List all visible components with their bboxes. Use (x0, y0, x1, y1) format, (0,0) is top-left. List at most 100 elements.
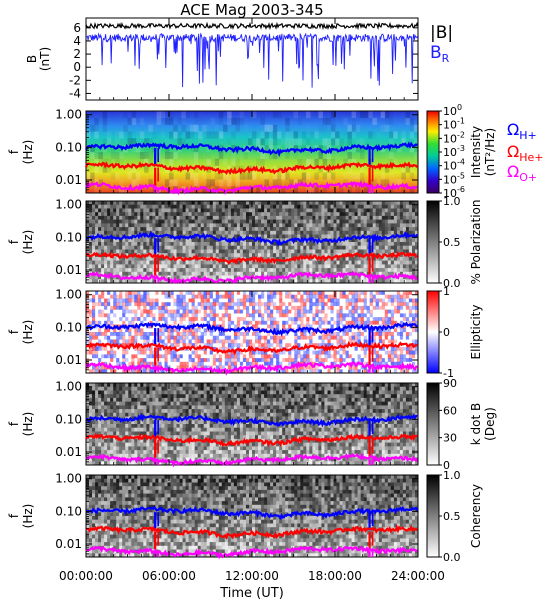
gyro-line (85, 321, 419, 337)
series-br-line (85, 32, 419, 88)
colorbar-tick-label: 0.0 (443, 551, 461, 564)
colorbar-tick-label: -1 (443, 367, 454, 380)
y-axis-label: B (25, 55, 39, 63)
y-axis-label: f (7, 513, 21, 518)
gyro-line (85, 452, 419, 468)
y-tick-label: -2 (69, 73, 81, 87)
panel-polarization (85, 200, 419, 284)
gyro-line (85, 340, 418, 356)
colorbar-label: % Polarization (469, 200, 483, 285)
y-tick-label: 2 (73, 47, 81, 61)
y-tick-label: 0.01 (55, 263, 82, 277)
chart-title: ACE Mag 2003-345 (180, 1, 323, 19)
gyro-line (86, 413, 418, 428)
y-tick-label: 6 (73, 21, 81, 35)
gyro-line (85, 545, 418, 560)
x-axis-label: Time (UT) (219, 586, 284, 600)
y-tick-label: 1.00 (55, 288, 82, 302)
colorbar-label: k dot B (469, 403, 483, 445)
x-tick-label: 18:00:00 (308, 569, 362, 583)
colorbar-tick-label: 0.0 (443, 277, 461, 290)
y-axis-unit: (Hz) (21, 504, 35, 529)
colorbar-label: Ellipticity (469, 305, 483, 360)
gyro-lines-kdotb (85, 413, 419, 468)
legend-absb: |B| (430, 23, 453, 43)
colorbar-tick-label: 60 (443, 404, 457, 417)
colorbar-label: Intensity (469, 126, 483, 178)
gyro-line (84, 161, 419, 176)
y-axis-label: f (7, 149, 21, 154)
panel-kdotb (85, 382, 419, 466)
y-axis-ellipticity: 1.00 0.10 0.01 f (Hz) (7, 288, 418, 374)
panel-ellipticity (85, 290, 419, 374)
legend-gyro-item: ΩO+ (507, 162, 537, 184)
legend-gyro: ΩH+ΩHe+ΩO+ (507, 120, 544, 184)
colorbar-unit: (Deg) (483, 407, 497, 441)
panel-coherency (85, 474, 419, 558)
x-tick-label: 24:00:00 (391, 569, 445, 583)
y-axis-label: f (7, 329, 21, 334)
colorbar-polarization: 1.0 0.5 0.0 % Polarization (426, 195, 483, 290)
colorbar-tick-label: 0 (443, 459, 450, 472)
y-tick-label: 0.01 (55, 173, 82, 187)
y-axis-unit: (Hz) (21, 140, 35, 165)
series-absb-line (85, 21, 419, 31)
x-tick-label: 12:00:00 (225, 569, 279, 583)
y-tick-label: 4 (73, 34, 81, 48)
y-tick-label: 0.10 (55, 230, 82, 244)
gyro-line (85, 141, 418, 158)
y-axis-label: f (7, 421, 21, 426)
y-tick-label: 0.10 (55, 140, 82, 154)
legend-b: |B|BR (430, 23, 453, 65)
gyro-lines-coherency (85, 505, 419, 560)
y-axis-intensity: 1.00 0.10 0.01 f (Hz) (7, 108, 418, 194)
colorbar-label: Coherency (469, 484, 483, 548)
y-axis-label: f (7, 239, 21, 244)
colorbar-tick-label: 0.5 (443, 236, 461, 249)
y-tick-label: 0.01 (55, 353, 82, 367)
y-axis-unit: (Hz) (21, 412, 35, 437)
gyro-line (85, 230, 419, 247)
colorbar-tick-label: 1 (443, 285, 450, 298)
y-tick-label: -4 (69, 86, 81, 100)
gyro-line (85, 505, 419, 521)
y-tick-label: 0.10 (55, 504, 82, 518)
colorbar-kdotb: 90 60 30 0 k dot B (Deg) (426, 377, 497, 472)
y-axis-polarization: 1.00 0.10 0.01 f (Hz) (7, 198, 418, 284)
y-axis-unit: (Hz) (21, 230, 35, 255)
x-tick-label: 06:00:00 (142, 569, 196, 583)
y-tick-label: 1.00 (55, 380, 82, 394)
colorbar-tick-label: 1.0 (443, 195, 461, 208)
y-tick-label: 1.00 (55, 472, 82, 486)
y-axis-unit: (Hz) (21, 320, 35, 345)
y-tick-label: 0 (73, 60, 81, 74)
colorbar-coherency: 1.0 0.5 0.0 Coherency (426, 469, 483, 564)
y-tick-label: 0.01 (55, 537, 82, 551)
colorbar-unit: (nT²/Hz) (483, 128, 497, 176)
y-axis-unit: (nT) (38, 47, 52, 71)
y-tick-label: 1.00 (55, 108, 82, 122)
y-tick-label: 0.01 (55, 445, 82, 459)
gyro-line (85, 524, 418, 540)
y-axis-coherency: 1.00 0.10 0.01 f (Hz) (7, 472, 418, 558)
gyro-line (85, 432, 418, 448)
x-tick-label: 00:00:00 (59, 569, 113, 583)
legend-br: BR (430, 43, 450, 65)
colorbar-tick-label: 90 (443, 377, 457, 390)
legend-gyro-item: ΩHe+ (507, 142, 544, 164)
y-axis-kdotb: 1.00 0.10 0.01 f (Hz) (7, 380, 418, 466)
y-tick-label: 0.10 (55, 412, 82, 426)
y-tick-label: 0.10 (55, 320, 82, 334)
colorbar-ellipticity: 1 0 -1 Ellipticity (426, 285, 483, 380)
colorbar-tick-label: 0 (443, 326, 450, 339)
gyro-line (85, 250, 418, 266)
colorbar-tick-label: 30 (443, 432, 457, 445)
x-axis: 00:00:00 06:00:00 12:00:00 18:00:00 24:00:00 (59, 18, 445, 583)
colorbar-tick-label: 1.0 (443, 469, 461, 482)
y-tick-label: 1.00 (55, 198, 82, 212)
colorbar-tick-label: 0.5 (443, 510, 461, 523)
